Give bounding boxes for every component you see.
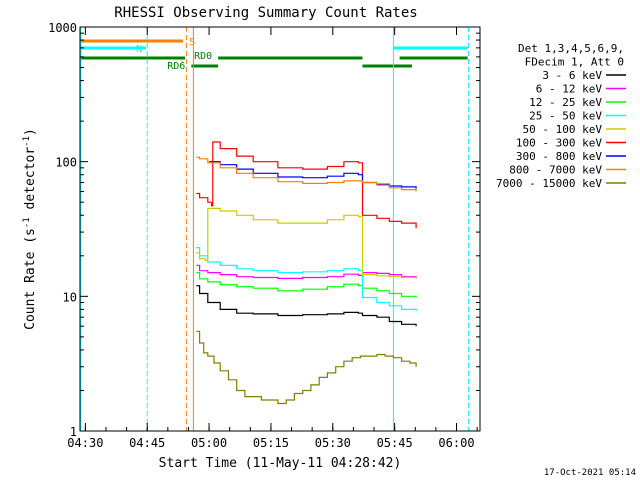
y-tick-label-1: 10 xyxy=(63,290,77,304)
timestamp: 17-Oct-2021 05:14 xyxy=(544,468,636,478)
x-tick-label-5: 05:45 xyxy=(377,436,413,450)
chart-title: RHESSI Observing Summary Count Rates xyxy=(114,5,417,21)
x-tick-label-4: 05:30 xyxy=(315,436,351,450)
legend-label-4: 50 - 100 keV xyxy=(523,123,603,136)
plot-frame xyxy=(79,26,481,432)
y-axis-label: Count Rate (s-1 detector-1) xyxy=(22,128,38,330)
legend-label-7: 800 - 7000 keV xyxy=(509,164,602,177)
x-tick-label-2: 05:00 xyxy=(191,436,227,450)
legend-label-8: 7000 - 15000 keV xyxy=(496,177,602,190)
axis-ticks: 04:30 04:45 05:00 05:15 05:30 05:45 06:00 1 10 10… xyxy=(48,21,480,450)
legend-header-1: FDecim 1, Att 0 xyxy=(525,56,624,69)
flag-label-rd6: RD6 xyxy=(167,61,185,72)
legend-label-5: 100 - 300 keV xyxy=(516,137,602,150)
series-line-0 xyxy=(196,285,417,327)
series-line-2 xyxy=(196,272,417,298)
legend-label-0: 3 - 6 keV xyxy=(542,69,602,82)
flag-label-n: N xyxy=(136,44,142,55)
legend-label-6: 300 - 800 keV xyxy=(516,150,602,163)
legend-label-3: 25 - 50 keV xyxy=(529,110,602,123)
series-line-4 xyxy=(196,207,417,279)
series-line-3 xyxy=(196,247,417,311)
plot-area: S N RD0 RD6 xyxy=(80,27,469,431)
legend-label-1: 6 - 12 keV xyxy=(536,83,603,96)
flag-label-s: S xyxy=(189,37,195,48)
series-line-8 xyxy=(196,330,417,405)
x-tick-label-1: 04:45 xyxy=(129,436,165,450)
legend-label-2: 12 - 25 keV xyxy=(529,96,602,109)
legend: Det 1,3,4,5,6,9,FDecim 1, Att 03 - 6 keV… xyxy=(496,42,626,190)
legend-header-0: Det 1,3,4,5,6,9, xyxy=(518,42,624,55)
x-tick-label-0: 04:30 xyxy=(67,436,103,450)
x-tick-label-3: 05:15 xyxy=(253,436,289,450)
x-tick-label-6: 06:00 xyxy=(438,436,474,450)
x-axis-label: Start Time (11-May-11 04:28:42) xyxy=(159,456,402,471)
y-tick-label-0: 1 xyxy=(70,425,77,439)
series-line-5 xyxy=(196,141,417,229)
flag-label-rd0: RD0 xyxy=(194,51,212,62)
y-tick-label-3: 1000 xyxy=(48,21,77,35)
series-line-7 xyxy=(196,156,417,192)
series-line-1 xyxy=(196,264,417,279)
y-tick-label-2: 100 xyxy=(55,156,77,170)
